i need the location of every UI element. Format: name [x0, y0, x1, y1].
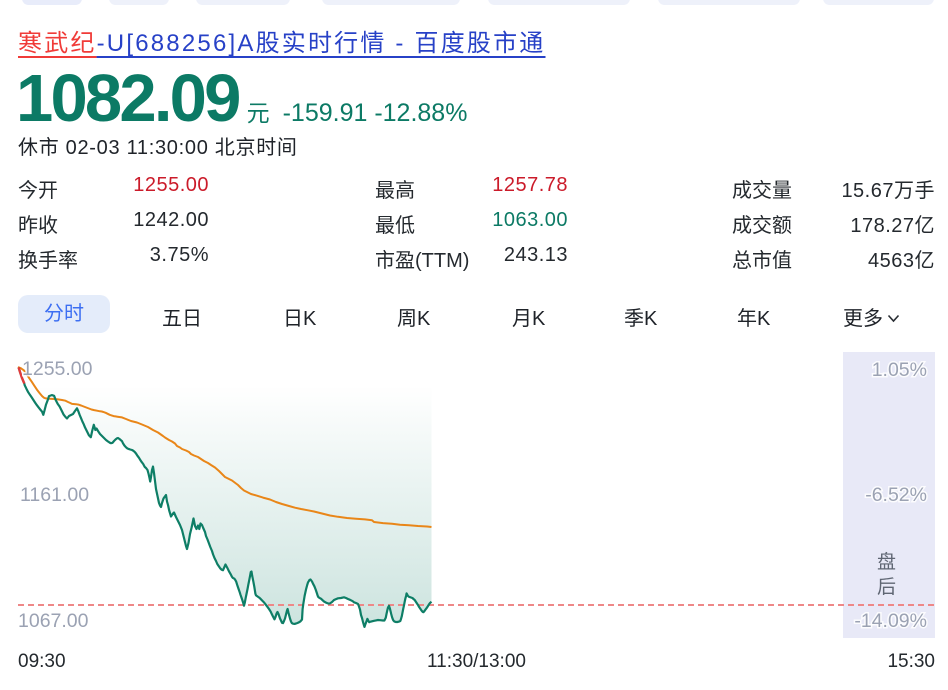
svg-text:-6.52%: -6.52% [865, 484, 927, 506]
svg-text:1161.00: 1161.00 [20, 484, 89, 506]
svg-text:09:30: 09:30 [18, 651, 66, 672]
svg-text:1.05%: 1.05% [872, 359, 927, 381]
svg-text:15:30: 15:30 [887, 651, 935, 672]
svg-text:1255.00: 1255.00 [22, 358, 93, 380]
svg-text:后: 后 [877, 576, 896, 598]
svg-text:11:30/13:00: 11:30/13:00 [427, 651, 526, 672]
svg-text:盘: 盘 [877, 551, 896, 573]
svg-text:1067.00: 1067.00 [18, 610, 89, 632]
svg-text:-14.09%: -14.09% [854, 610, 927, 632]
